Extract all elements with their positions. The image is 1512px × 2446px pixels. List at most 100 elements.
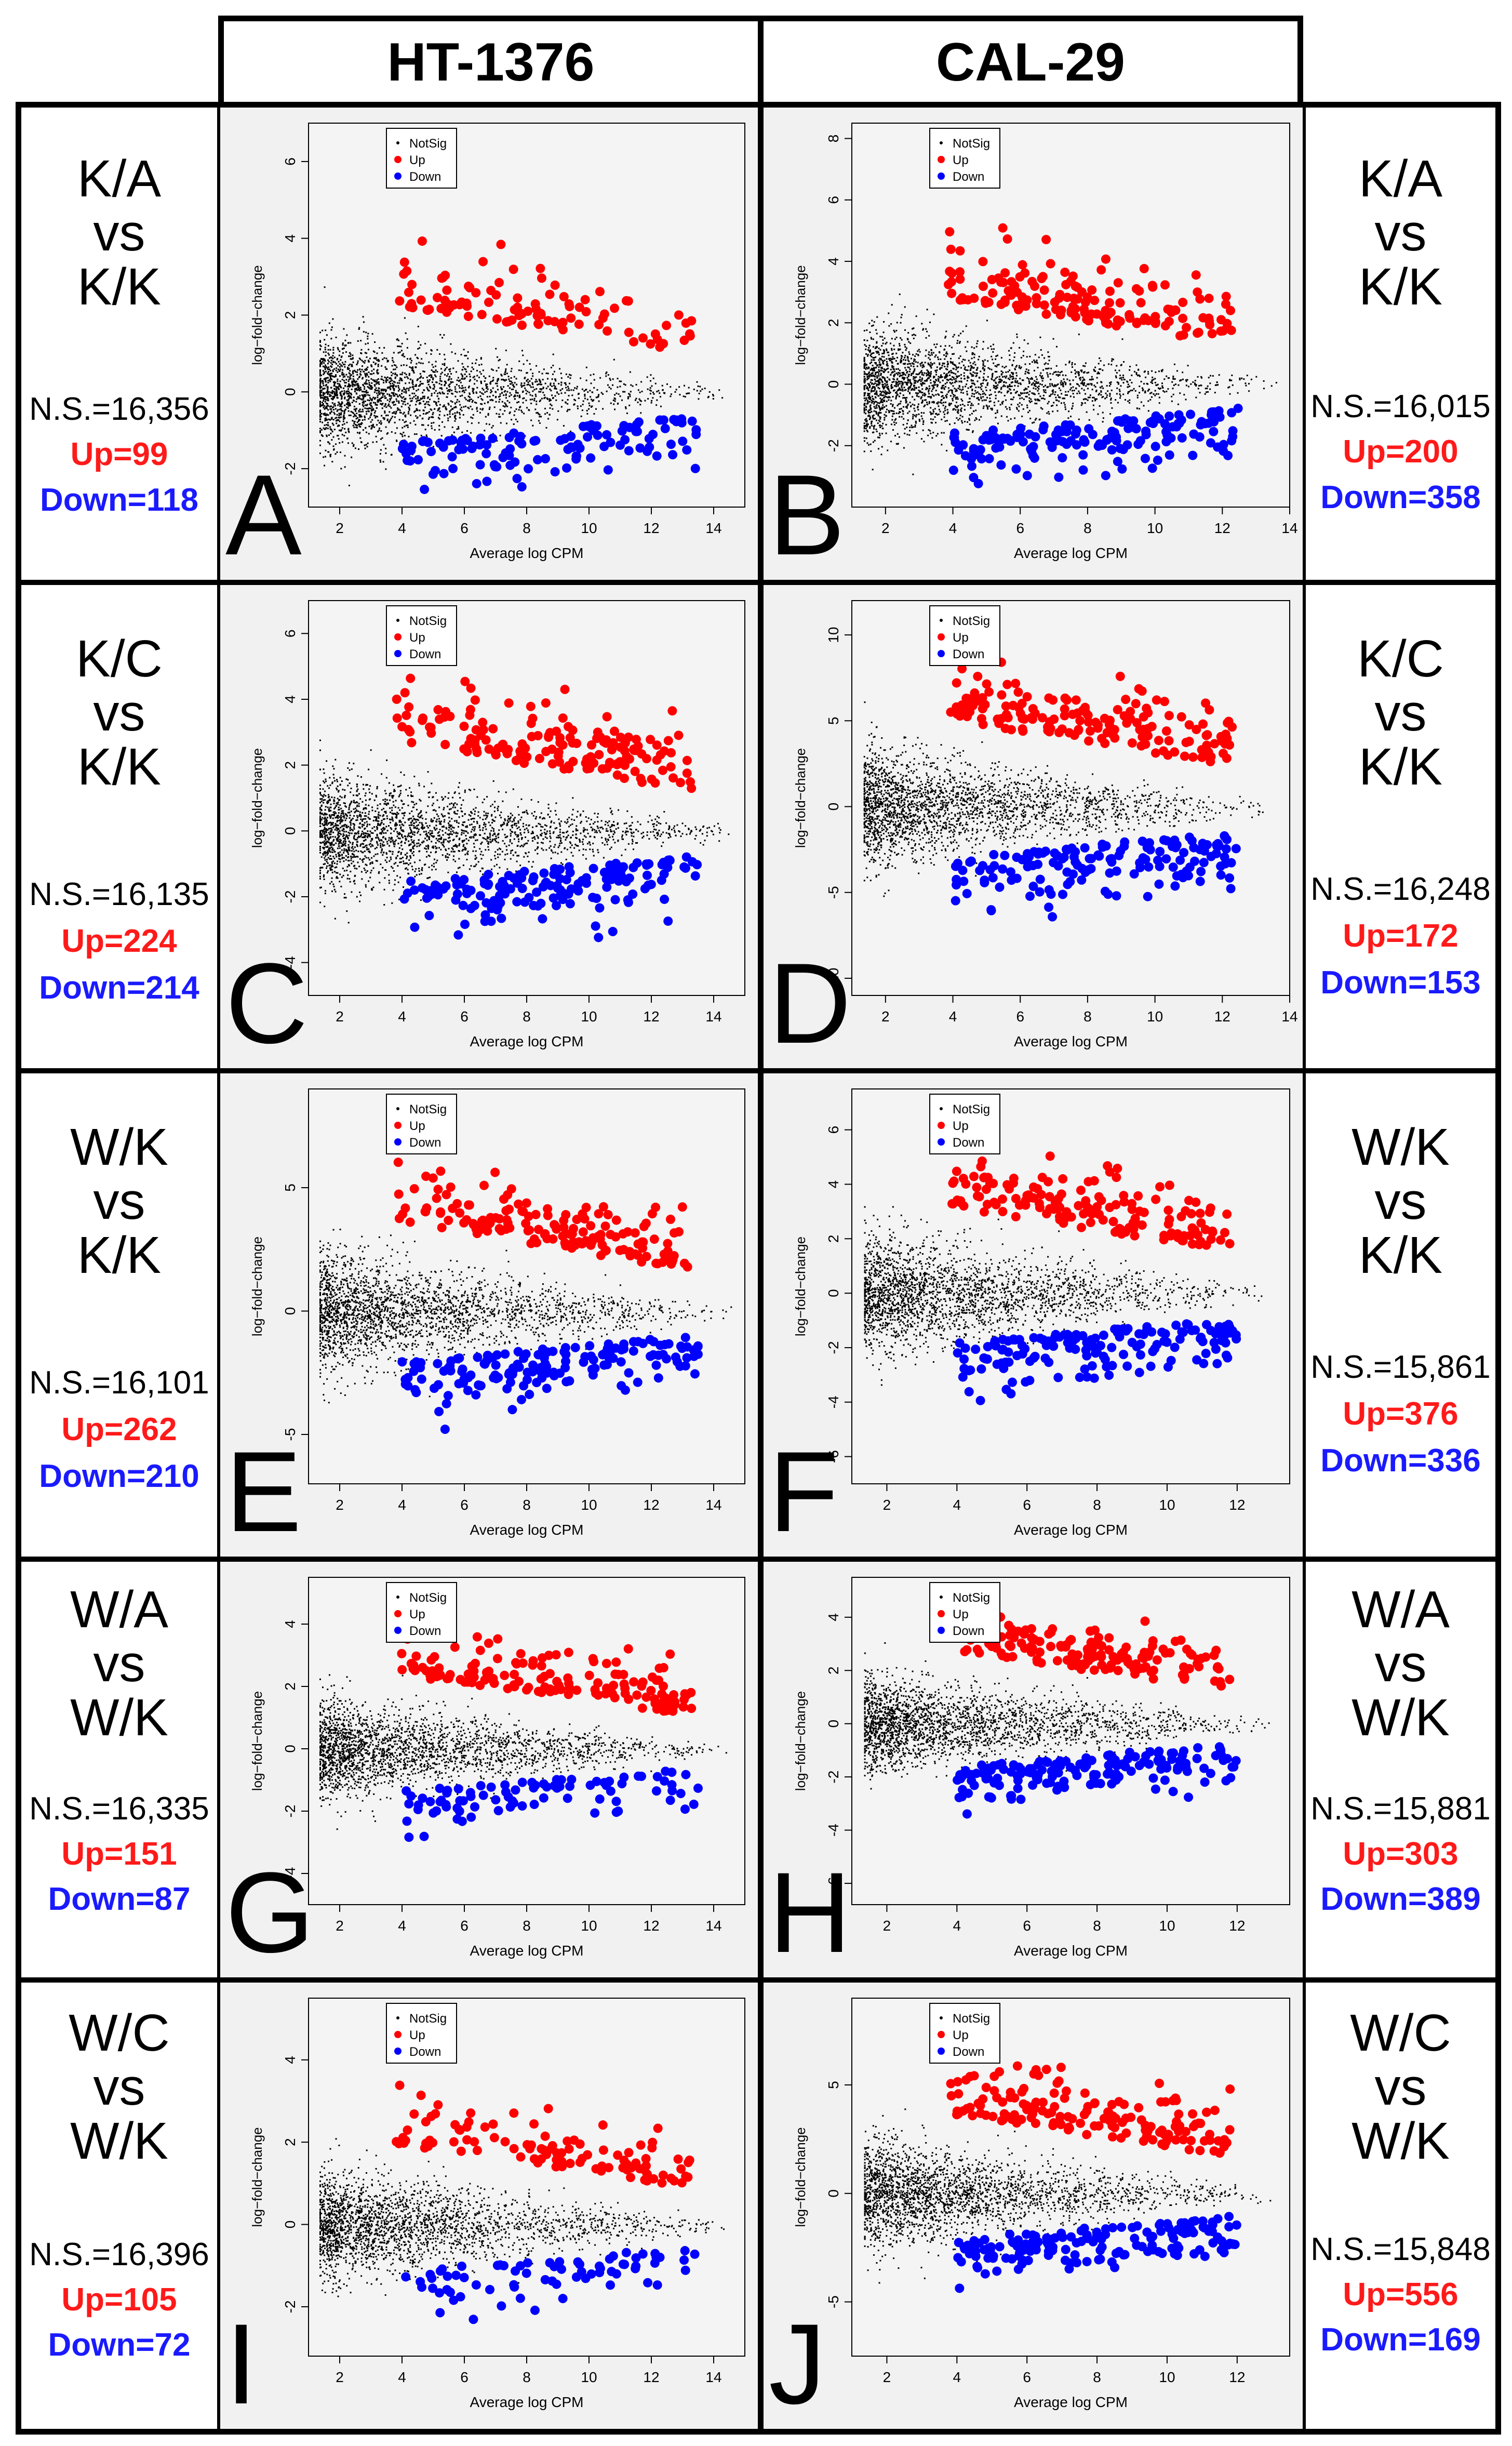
notsig-point <box>435 365 437 367</box>
notsig-point <box>864 392 866 394</box>
notsig-point <box>914 334 916 336</box>
notsig-point <box>363 400 365 402</box>
notsig-point <box>887 371 889 373</box>
notsig-point <box>904 306 906 308</box>
notsig-point <box>647 388 649 390</box>
notsig-point <box>463 349 465 351</box>
notsig-point <box>499 358 501 361</box>
down-point <box>420 484 430 494</box>
notsig-point <box>556 392 558 394</box>
notsig-point <box>994 404 996 406</box>
notsig-point <box>472 388 474 390</box>
notsig-point <box>526 372 528 374</box>
notsig-point <box>399 351 401 353</box>
notsig-point <box>319 401 321 403</box>
notsig-point <box>1010 347 1012 349</box>
notsig-point <box>962 330 964 333</box>
up-point <box>509 264 518 274</box>
notsig-point <box>1171 381 1173 383</box>
notsig-point <box>336 363 338 365</box>
notsig-point <box>380 430 382 432</box>
notsig-point <box>498 378 500 380</box>
notsig-point <box>1231 374 1233 376</box>
notsig-point <box>324 464 326 467</box>
notsig-point <box>399 411 401 414</box>
notsig-point <box>476 407 478 409</box>
notsig-point <box>884 414 886 416</box>
notsig-point <box>408 407 410 409</box>
notsig-point <box>367 366 369 368</box>
notsig-point <box>1110 402 1112 404</box>
notsig-point <box>453 431 455 433</box>
notsig-point <box>327 409 329 411</box>
notsig-point <box>325 399 327 401</box>
notsig-point <box>1008 350 1010 352</box>
notsig-point <box>465 355 467 357</box>
notsig-point <box>1036 378 1038 380</box>
notsig-point <box>1035 418 1037 420</box>
notsig-point <box>389 401 391 403</box>
notsig-point <box>427 381 429 383</box>
notsig-point <box>1036 361 1038 363</box>
notsig-point <box>339 392 341 394</box>
notsig-point <box>996 376 998 378</box>
down-point <box>624 446 634 456</box>
notsig-point <box>1016 381 1018 383</box>
notsig-point <box>337 425 339 427</box>
notsig-point <box>331 392 333 394</box>
notsig-point <box>1200 384 1202 387</box>
notsig-point <box>1033 383 1035 385</box>
notsig-point <box>959 404 961 406</box>
notsig-point <box>1074 369 1076 371</box>
notsig-point <box>876 394 878 396</box>
notsig-point <box>1036 360 1038 362</box>
notsig-point <box>1157 387 1159 389</box>
notsig-point <box>944 345 946 347</box>
notsig-point <box>1005 377 1007 379</box>
notsig-point <box>445 368 447 370</box>
notsig-point <box>553 370 555 373</box>
notsig-point <box>323 359 325 361</box>
notsig-point <box>876 352 878 354</box>
notsig-point <box>674 391 676 393</box>
notsig-point <box>433 371 435 373</box>
notsig-point <box>893 421 895 423</box>
notsig-point <box>560 377 563 379</box>
notsig-point <box>885 415 887 417</box>
notsig-point <box>474 378 476 380</box>
notsig-point <box>352 375 354 377</box>
up-point <box>574 320 584 329</box>
notsig-point <box>906 363 908 365</box>
notsig-point <box>326 419 328 421</box>
notsig-point <box>878 353 880 355</box>
notsig-point <box>1045 362 1047 364</box>
notsig-point <box>1142 389 1144 391</box>
notsig-point <box>1095 389 1098 391</box>
notsig-point <box>873 426 875 428</box>
notsig-point <box>497 385 499 387</box>
notsig-point <box>371 408 373 410</box>
notsig-point <box>361 398 363 401</box>
notsig-point <box>335 337 337 339</box>
notsig-point <box>873 398 875 401</box>
notsig-point <box>1077 383 1079 385</box>
notsig-point <box>1083 382 1086 384</box>
notsig-point <box>1080 377 1082 379</box>
notsig-point <box>1027 371 1029 374</box>
notsig-point <box>472 376 474 378</box>
notsig-point <box>1185 380 1187 382</box>
notsig-point <box>863 395 865 397</box>
notsig-point <box>408 411 410 413</box>
notsig-point <box>944 376 946 378</box>
notsig-point <box>947 363 949 365</box>
notsig-point <box>454 390 457 392</box>
notsig-point <box>907 388 909 390</box>
notsig-point <box>943 354 945 356</box>
notsig-point <box>608 386 610 388</box>
notsig-point <box>932 413 934 415</box>
notsig-point <box>869 374 871 376</box>
notsig-point <box>995 397 997 400</box>
notsig-point <box>899 348 901 350</box>
notsig-point <box>524 382 526 384</box>
notsig-point <box>509 380 511 382</box>
